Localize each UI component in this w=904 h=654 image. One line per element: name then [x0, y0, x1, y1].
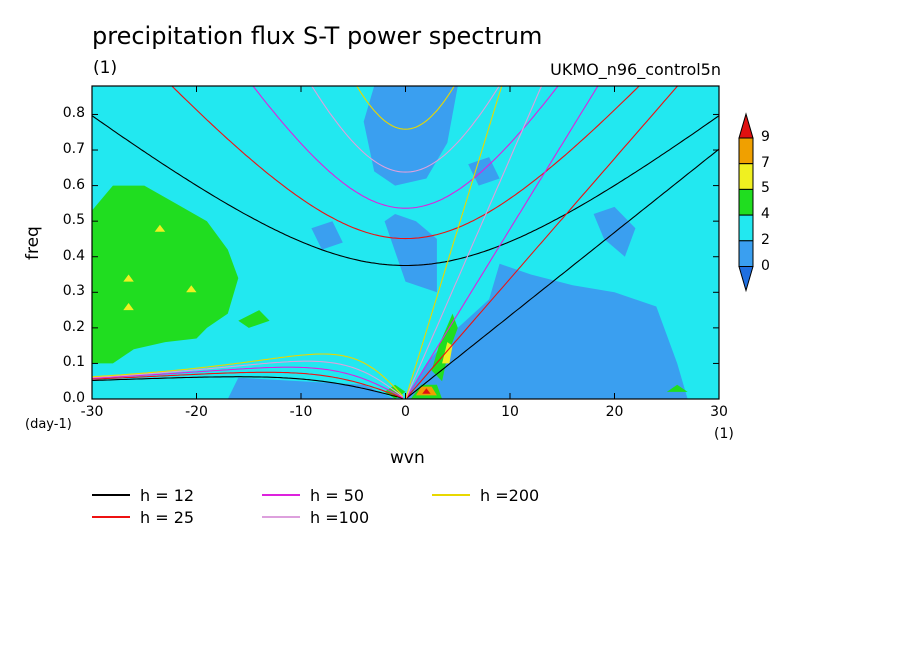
dispersion-curve-h100-rossby — [92, 360, 404, 398]
blue-region-center — [384, 214, 437, 293]
dispersion-curve-h12-kelvin — [405, 148, 719, 399]
colorbar-label: 0 — [761, 257, 770, 274]
dispersion-curve-h50-rossby — [92, 366, 404, 399]
dispersion-curve-h25-inertia-gravity — [171, 86, 640, 240]
dispersion-curve-h200-rossby — [92, 353, 404, 397]
colorbar-band — [738, 240, 754, 268]
chart-title: precipitation flux S-T power spectrum — [92, 22, 543, 50]
green-patch — [238, 310, 270, 328]
x-tick-label: -10 — [289, 404, 313, 420]
legend-label: h =200 — [480, 485, 540, 505]
x-tick-label: -30 — [80, 404, 104, 420]
legend-item: h = 25 — [92, 507, 194, 527]
dispersion-curve-h25-kelvin — [405, 86, 679, 399]
colorbar-arrow-bottom — [738, 266, 754, 293]
colorbar-label: 2 — [761, 231, 770, 248]
y-tick-label: 0.7 — [62, 141, 85, 158]
x-tick-label: -20 — [185, 404, 208, 420]
colorbar-label: 5 — [761, 180, 770, 197]
x-tick-label: 10 — [501, 404, 519, 420]
dispersion-curve-h100-kelvin — [404, 86, 543, 399]
dispersion-curve-h50-inertia-gravity — [252, 86, 559, 209]
legend-swatch — [432, 494, 470, 496]
legend-swatch — [92, 494, 130, 496]
red-patch — [422, 388, 431, 394]
legend-label: h =100 — [310, 507, 370, 527]
dispersion-curve-h25-rossby — [92, 371, 404, 399]
y-tick-label: 0.5 — [62, 212, 85, 229]
legend-swatch — [92, 516, 130, 518]
x-tick-label: 30 — [710, 404, 728, 420]
legend-label: h = 25 — [140, 507, 195, 527]
green-region-west — [92, 185, 239, 364]
y-tick-label: 0.6 — [62, 176, 85, 193]
dispersion-curve-h100-inertia-gravity — [311, 86, 500, 173]
legend-item: h =200 — [432, 485, 539, 505]
yellow-patch — [123, 274, 134, 282]
y-tick-label: 0.8 — [62, 105, 85, 122]
yellow-patch — [154, 224, 166, 232]
colorbar-label: 7 — [761, 154, 770, 171]
y-tick-label: 0.2 — [62, 318, 85, 335]
legend-item: h = 50 — [262, 485, 364, 505]
blue-region-top — [363, 86, 458, 186]
chart-units: (1) — [93, 58, 118, 78]
x-axis-unit: (1) — [714, 426, 734, 442]
dispersion-curve-h12-inertia-gravity — [92, 115, 719, 267]
blue-region-east — [405, 263, 688, 399]
yellow-patch — [123, 303, 134, 311]
dispersion-curve-h50-kelvin — [405, 86, 599, 399]
colorbar-arrow-top — [738, 112, 754, 139]
colorbar-band — [738, 137, 754, 165]
colorbar-label: 9 — [761, 129, 770, 145]
x-tick-label: 0 — [401, 404, 410, 420]
y-axis-label: freq — [23, 226, 43, 260]
y-tick-label: 0.3 — [62, 283, 85, 300]
yellow-patch — [186, 285, 197, 293]
legend-swatch — [262, 516, 300, 518]
contour-fill-group — [92, 86, 719, 399]
colorbar-band — [738, 163, 754, 190]
blue-patch — [468, 157, 500, 186]
legend-label: h = 50 — [310, 485, 365, 505]
blue-patch — [311, 221, 343, 250]
colorbar-band — [738, 214, 754, 242]
y-tick-label: 0.1 — [62, 354, 85, 371]
legend-item: h = 12 — [92, 485, 194, 505]
colorbar-band — [738, 188, 754, 216]
y-tick-label: 0.4 — [62, 247, 85, 264]
x-tick-label: 20 — [605, 404, 624, 420]
legend-label: h = 12 — [140, 485, 195, 505]
y-axis-unit: (day-1) — [25, 417, 72, 432]
green-patch — [431, 313, 458, 382]
dispersion-curve-h200-kelvin — [404, 86, 503, 399]
y-tick-label: 0.0 — [62, 390, 85, 406]
blue-region-west-low — [227, 377, 396, 399]
chart-model-name: UKMO_n96_control5n — [550, 60, 721, 79]
x-axis-label: wvn — [390, 448, 425, 468]
colorbar-label: 4 — [761, 206, 770, 223]
green-patch — [666, 384, 688, 392]
legend-item: h =100 — [262, 507, 369, 527]
dispersion-curve-h200-inertia-gravity — [356, 86, 455, 130]
dispersion-curve-h12-rossby — [92, 376, 404, 399]
legend-swatch — [262, 494, 300, 496]
